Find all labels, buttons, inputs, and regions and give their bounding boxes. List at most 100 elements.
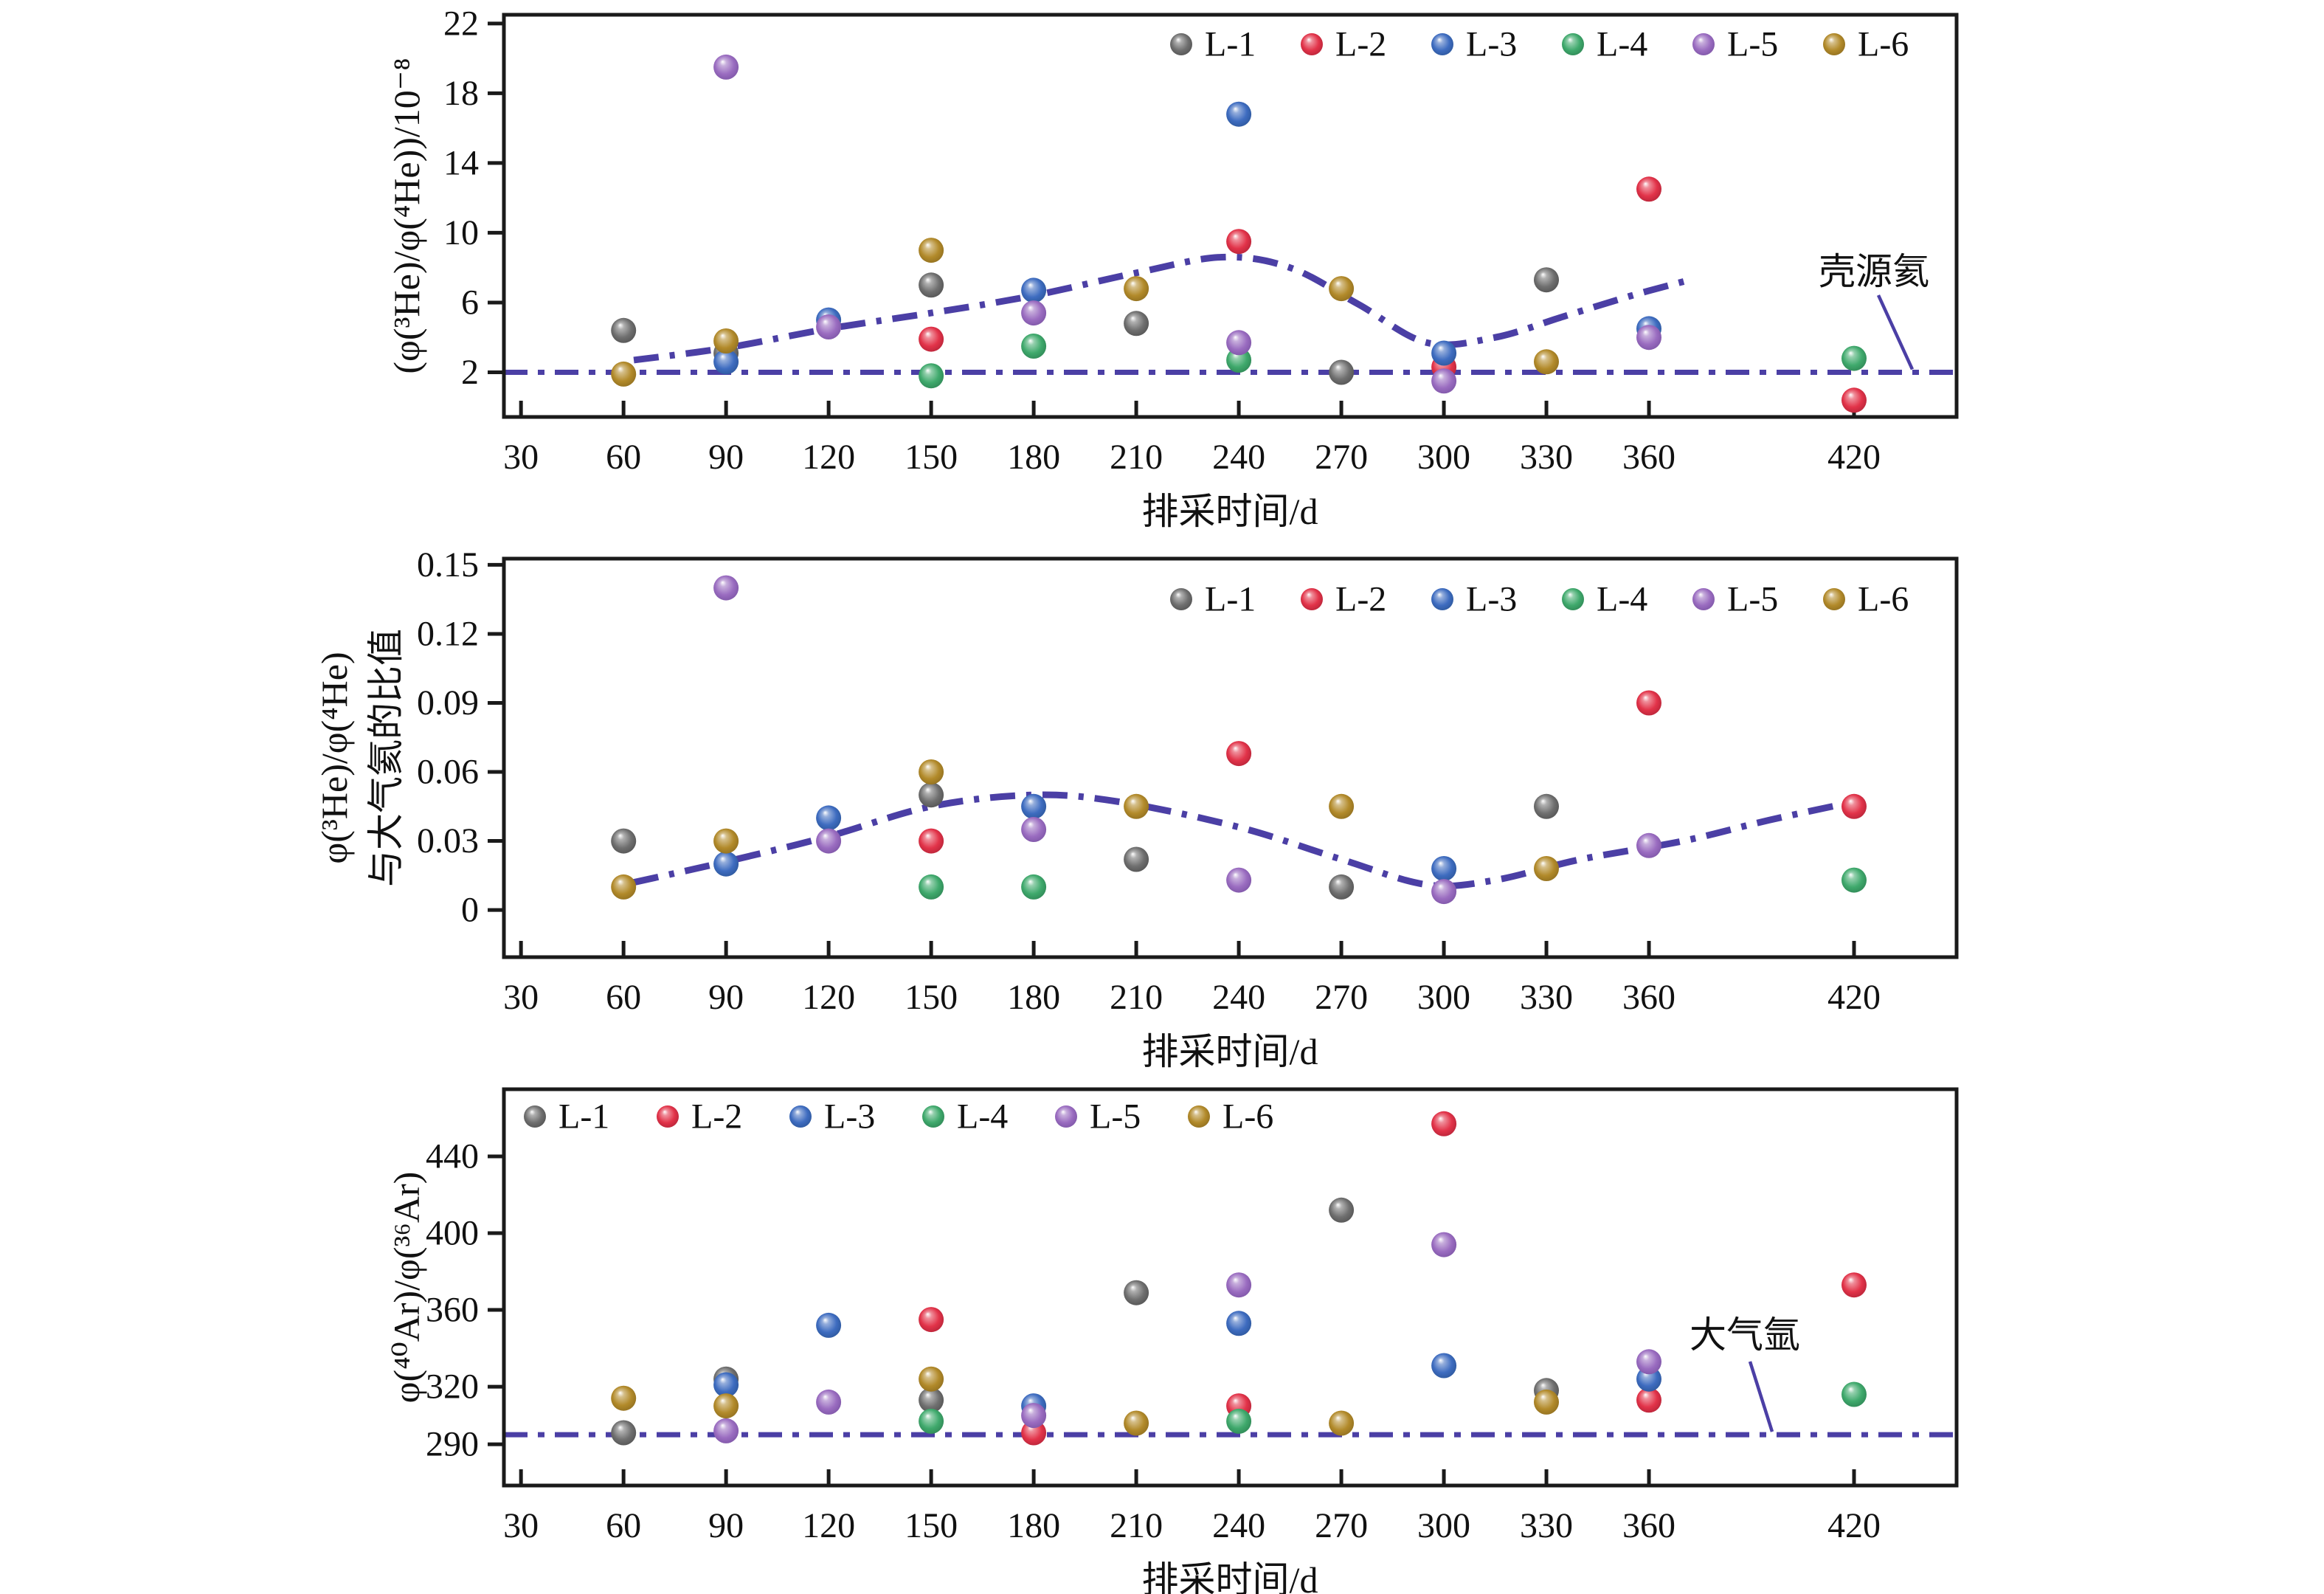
series-L-5 xyxy=(713,575,1661,905)
chart-panel-1: 2 6 10 14 18 22 30 60 90 120 150 180 210 240 270 300 330… xyxy=(386,4,1959,532)
data-point-L-6-330d xyxy=(1534,1389,1559,1415)
y-tick-label: 0.03 xyxy=(417,821,479,860)
legend-marker-L-3 xyxy=(1431,33,1453,55)
data-point-L-2-360d xyxy=(1636,1387,1661,1413)
series-L-6 xyxy=(611,238,1559,387)
data-point-L-3-300d xyxy=(1431,340,1457,366)
legend-label: L-4 xyxy=(957,1097,1008,1136)
x-tick-label: 210 xyxy=(1110,1506,1163,1545)
y-tick-label: 14 xyxy=(443,143,479,182)
data-point-L-4-180d xyxy=(1021,334,1047,359)
y-tick-label: 0.15 xyxy=(417,545,479,584)
x-tick-label: 150 xyxy=(905,438,958,477)
data-point-L-4-420d xyxy=(1841,345,1867,371)
legend-label: L-3 xyxy=(824,1097,875,1136)
y-tick-label: 290 xyxy=(426,1425,479,1464)
data-point-L-5-240d xyxy=(1226,867,1252,893)
x-tick-label: 210 xyxy=(1110,978,1163,1017)
data-point-L-3-120d xyxy=(816,1312,842,1338)
legend-label: L-6 xyxy=(1858,25,1909,64)
data-point-L-5-180d xyxy=(1021,1403,1047,1429)
data-point-L-2-420d xyxy=(1841,387,1867,413)
data-point-L-2-420d xyxy=(1841,793,1867,819)
x-tick-label: 30 xyxy=(503,978,539,1017)
y-axis-title: (φ(³He)/φ(⁴He))/10⁻⁸ xyxy=(386,58,427,373)
plot-frame xyxy=(502,13,1959,419)
legend-label: L-1 xyxy=(1205,580,1256,619)
data-point-L-3-90d xyxy=(713,349,739,375)
legend-item-L-4: L-4 xyxy=(922,1097,1008,1136)
data-point-L-1-60d xyxy=(611,828,637,854)
data-point-L-5-300d xyxy=(1431,1232,1457,1257)
data-point-L-5-90d xyxy=(713,575,739,601)
legend-label: L-1 xyxy=(558,1097,609,1136)
legend-item-L-4: L-4 xyxy=(1562,25,1647,64)
plot-frame xyxy=(502,556,1959,959)
legend-label: L-5 xyxy=(1727,580,1778,619)
data-point-L-3-180d xyxy=(1021,277,1047,303)
x-tick-label: 300 xyxy=(1417,438,1470,477)
x-tick-label: 180 xyxy=(1007,1506,1060,1545)
legend-label: L-4 xyxy=(1597,580,1647,619)
legend-item-L-1: L-1 xyxy=(1170,580,1256,619)
annotation-atmospheric-argon: 大气氩 xyxy=(1690,1314,1800,1356)
x-tick-label: 240 xyxy=(1212,978,1265,1017)
data-point-L-1-330d xyxy=(1534,267,1559,293)
y-axis-title-line1: φ(³He)/φ(⁴He) xyxy=(314,652,355,863)
y-axis-title-line2: 与大气氦的比值 xyxy=(365,629,407,887)
x-tick-label: 360 xyxy=(1622,1506,1675,1545)
data-point-L-6-270d xyxy=(1329,793,1355,819)
x-tick-label: 60 xyxy=(606,1506,641,1545)
data-point-L-2-360d xyxy=(1636,176,1661,202)
x-tick-label: 90 xyxy=(708,1506,744,1545)
legend-label: L-6 xyxy=(1858,580,1909,619)
data-point-L-5-300d xyxy=(1431,368,1457,394)
series-L-2 xyxy=(919,176,1867,413)
data-point-L-1-150d xyxy=(919,272,944,298)
legend-label: L-2 xyxy=(691,1097,742,1136)
legend-marker-L-4 xyxy=(922,1105,944,1128)
legend-marker-L-6 xyxy=(1823,588,1845,610)
y-tick-label: 0.06 xyxy=(417,753,479,792)
data-point-L-5-300d xyxy=(1431,879,1457,905)
legend-item-L-5: L-5 xyxy=(1692,580,1778,619)
x-tick-label: 360 xyxy=(1622,438,1675,477)
data-point-L-3-120d xyxy=(816,805,842,831)
plot-frame xyxy=(502,1087,1959,1488)
legend-marker-L-3 xyxy=(789,1105,812,1128)
x-tick-label: 420 xyxy=(1827,438,1881,477)
series-L-6 xyxy=(611,1366,1559,1436)
legend-marker-L-6 xyxy=(1188,1105,1210,1128)
data-point-L-5-360d xyxy=(1636,1349,1661,1375)
data-point-L-1-210d xyxy=(1124,846,1149,872)
data-point-L-5-240d xyxy=(1226,1272,1252,1298)
data-point-L-5-120d xyxy=(816,314,842,339)
data-point-L-4-420d xyxy=(1841,867,1867,893)
x-tick-label: 150 xyxy=(905,978,958,1017)
legend-label: L-3 xyxy=(1466,580,1517,619)
data-point-L-4-240d xyxy=(1226,348,1252,373)
data-point-L-6-90d xyxy=(713,828,739,854)
legend-marker-L-1 xyxy=(1170,588,1192,610)
x-tick-label: 180 xyxy=(1007,438,1060,477)
series-L-4 xyxy=(919,1381,1867,1434)
y-tick-label: 10 xyxy=(443,213,479,252)
legend-item-L-3: L-3 xyxy=(1431,25,1517,64)
legend-marker-L-1 xyxy=(1170,33,1192,55)
series-L-5 xyxy=(713,1232,1661,1443)
legend-item-L-3: L-3 xyxy=(1431,580,1517,619)
data-point-L-5-360d xyxy=(1636,325,1661,351)
data-point-L-6-150d xyxy=(919,1366,944,1392)
data-point-L-6-150d xyxy=(919,238,944,263)
x-tick-label: 360 xyxy=(1622,978,1675,1017)
data-point-L-4-240d xyxy=(1226,1408,1252,1434)
data-point-L-2-180d xyxy=(1021,1420,1047,1446)
data-point-L-1-210d xyxy=(1124,1280,1149,1305)
data-point-L-2-150d xyxy=(919,1307,944,1333)
legend-marker-L-6 xyxy=(1823,33,1845,55)
data-point-L-3-300d xyxy=(1431,856,1457,881)
legend-item-L-2: L-2 xyxy=(657,1097,742,1136)
data-point-L-2-150d xyxy=(919,828,944,854)
x-tick-label: 270 xyxy=(1315,438,1368,477)
